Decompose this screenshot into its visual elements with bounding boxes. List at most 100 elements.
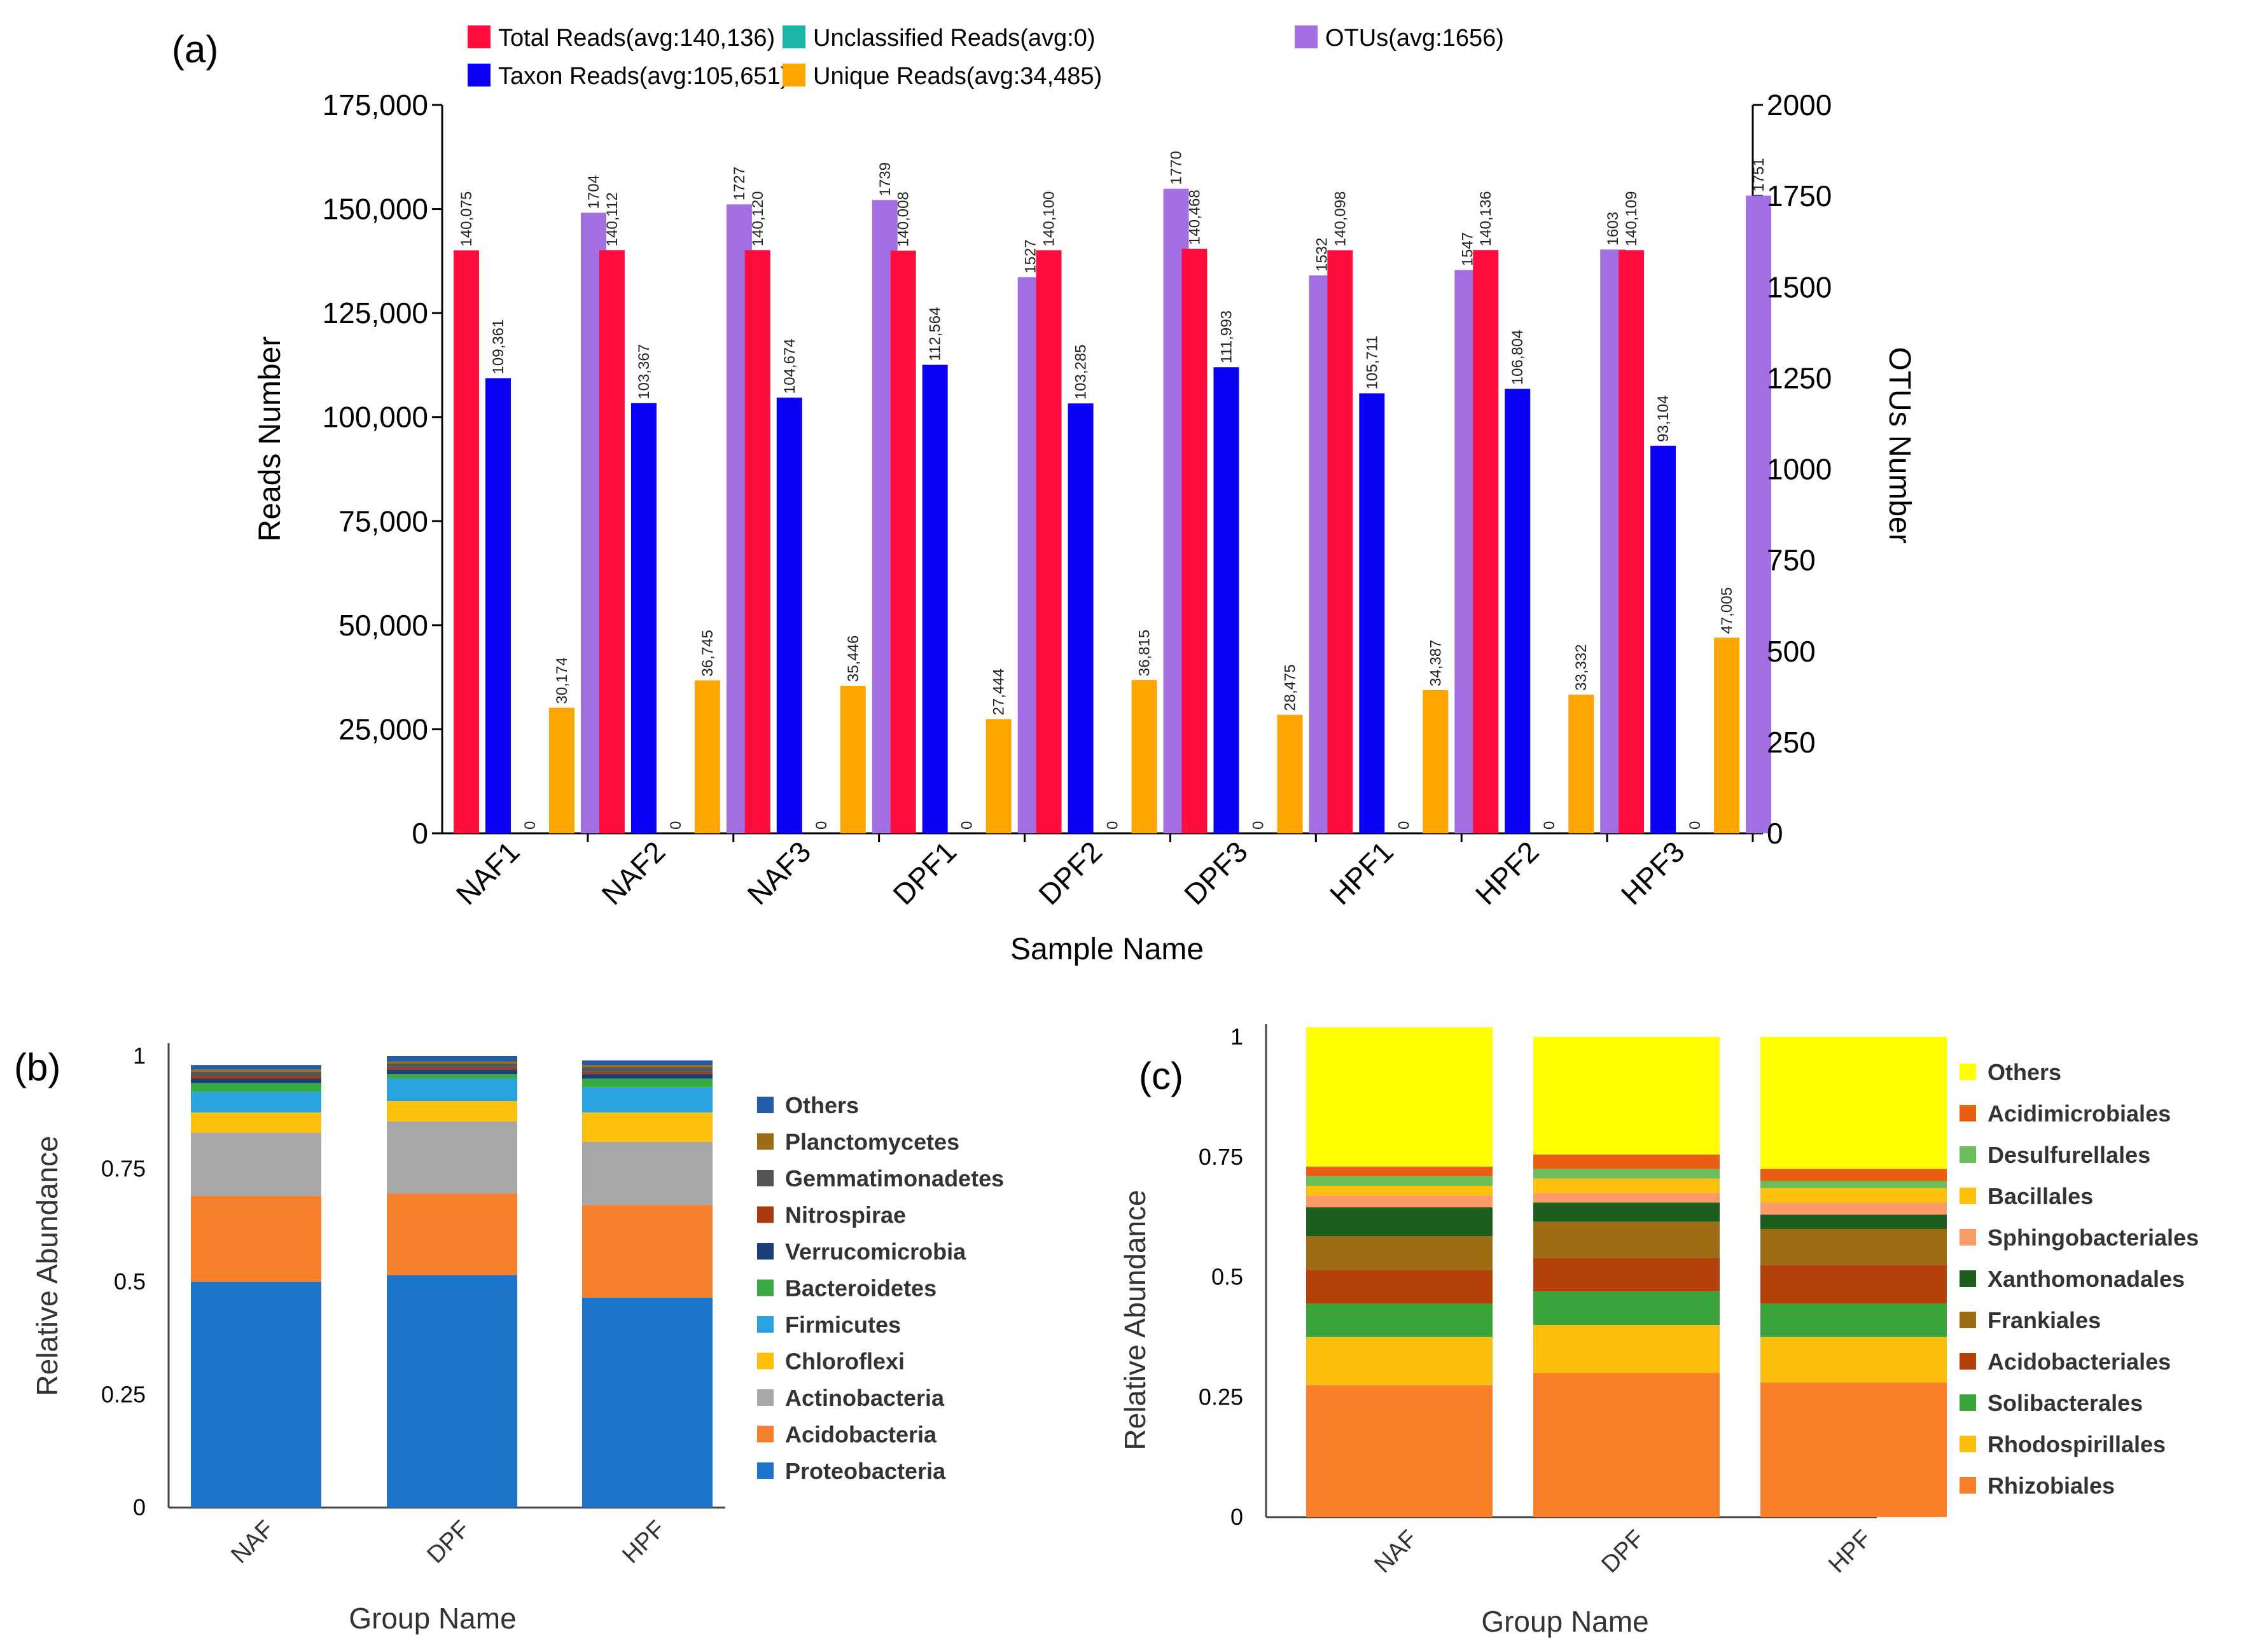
legend-swatch [1960, 1312, 1976, 1328]
stack-segment-nitrospirae [582, 1071, 713, 1074]
panel-c-chart: (c) 0 0.25 0.5 0.75 1 NAF DPF HPF Others Acidimi… [1118, 1024, 2199, 1638]
bar-value-label: 140,075 [458, 191, 475, 247]
legend-swatch [783, 25, 805, 48]
legend-label: Others [785, 1092, 859, 1118]
bar-taxon-reads [1359, 393, 1385, 833]
stack-segment-verrucomicrobia [191, 1078, 321, 1083]
legend-swatch [757, 1389, 774, 1406]
bar-value-label: 0 [1395, 821, 1412, 829]
bar-value-label: 1739 [877, 162, 894, 196]
bar-value-label: 1532 [1313, 238, 1330, 272]
bar-unique-reads [1277, 714, 1303, 833]
bar-value-label: 1527 [1022, 239, 1040, 273]
y-tick-label: 50,000 [338, 609, 428, 642]
panel-c-bars [1306, 1027, 1947, 1517]
legend-swatch [757, 1316, 774, 1333]
panel-c-y-axis-title: Relative Abundance [1118, 1190, 1152, 1450]
stack-segment-rhodospirillales [1306, 1336, 1493, 1385]
legend-swatch [757, 1243, 774, 1260]
legend-swatch [1960, 1353, 1976, 1370]
y2-tick-label: 500 [1767, 635, 1816, 668]
legend-label: Others [1988, 1059, 2061, 1085]
y2-tick-label: 1000 [1767, 453, 1832, 486]
y-tick-label: 0.5 [114, 1268, 146, 1295]
panel-b-legend: Others Planctomycetes Gemmatimonadetes Nitr… [757, 1092, 1004, 1484]
x-tick-label: HPF2 [1469, 835, 1545, 911]
bar-value-label: 140,112 [604, 192, 621, 246]
bar-total-reads [1473, 250, 1499, 833]
legend-label: Sphingobacteriales [1988, 1225, 2199, 1251]
stack-segment-rhodospirillales [1533, 1325, 1720, 1373]
y-tick-label: 0.75 [1199, 1144, 1243, 1170]
x-tick-label: DPF1 [886, 835, 963, 911]
y-tick-label: 75,000 [338, 504, 428, 538]
stack-segment-rhizobiales [1533, 1373, 1720, 1517]
stack-segment-bacteroidetes [582, 1078, 713, 1088]
legend-swatch [1960, 1394, 1976, 1411]
stack-segment-xanthomonadales [1306, 1207, 1493, 1237]
bar-value-label: 28,475 [1281, 664, 1299, 711]
stack-segment-proteobacteria [191, 1282, 321, 1508]
x-tick-label: DPF [1596, 1525, 1649, 1578]
legend-label: Bacillales [1988, 1183, 2093, 1209]
legend-swatch [1960, 1229, 1976, 1246]
stack-segment-frankiales [1306, 1236, 1493, 1270]
bar-taxon-reads [776, 398, 802, 833]
bar-value-label: 103,285 [1073, 344, 1090, 399]
bar-total-reads [890, 250, 916, 834]
bar-unique-reads [1423, 690, 1449, 833]
legend-label: Bacteroidetes [785, 1275, 937, 1301]
stack-segment-gemmatimonadetes [387, 1064, 517, 1067]
legend-label: Acidimicrobiales [1988, 1100, 2171, 1127]
bar-value-label: 106,804 [1509, 330, 1526, 385]
bar-value-label: 140,100 [1041, 191, 1058, 247]
legend-swatch [757, 1426, 774, 1443]
y-tick-label: 25,000 [338, 712, 428, 746]
y2-tick-label: 250 [1767, 726, 1816, 759]
bar-value-label: 104,674 [781, 338, 798, 394]
bar-value-label: 140,098 [1332, 191, 1349, 247]
y2-tick-label: 1500 [1767, 270, 1832, 303]
panel-b-label: (b) [14, 1046, 60, 1088]
stack-segment-bacillales [1760, 1188, 1947, 1203]
legend-swatch [757, 1170, 774, 1186]
bar-unique-reads [1131, 680, 1157, 833]
legend-swatch [468, 25, 491, 48]
stack-segment-acidimicrobiales [1533, 1154, 1720, 1169]
legend-swatch [757, 1097, 774, 1113]
bar-total-reads [1327, 250, 1353, 834]
y-tick-label: 0 [133, 1494, 146, 1520]
panel-b-chart: (b) 0 0.25 0.5 0.75 1 NAF DPF HPF Others Plancto… [14, 1043, 1004, 1635]
legend-swatch [757, 1133, 774, 1150]
panel-c-label: (c) [1139, 1055, 1183, 1097]
stack-segment-acidimicrobiales [1306, 1166, 1493, 1176]
bar-value-label: 1770 [1168, 151, 1185, 184]
stack-segment-sphingobacteriales [1533, 1193, 1720, 1203]
bar-taxon-reads [1650, 445, 1676, 833]
y-tick-label: 1 [133, 1043, 146, 1069]
bar-value-label: 35,446 [845, 635, 862, 682]
legend-label: OTUs(avg:1656) [1325, 25, 1504, 52]
y-tick-label: 0.75 [101, 1156, 146, 1182]
bar-total-reads [599, 250, 625, 833]
bar-value-label: 1603 [1605, 212, 1622, 246]
bar-taxon-reads [1505, 389, 1531, 833]
legend-swatch [1960, 1436, 1976, 1452]
legend-swatch [1960, 1064, 1976, 1080]
bar-value-label: 47,005 [1718, 587, 1736, 634]
y-tick-label: 0.25 [1199, 1384, 1243, 1410]
stack-segment-others [1533, 1037, 1720, 1155]
stack-segment-actinobacteria [582, 1141, 713, 1205]
panel-c-legend: Others Acidimicrobiales Desulfurellales Bac… [1960, 1059, 2199, 1499]
stack-segment-proteobacteria [582, 1297, 713, 1508]
bar-value-label: 109,361 [490, 319, 507, 375]
legend-label: Taxon Reads(avg:105,651) [498, 63, 788, 90]
bar-value-label: 1547 [1459, 232, 1476, 266]
bar-value-label: 36,815 [1136, 630, 1153, 676]
legend-swatch [1960, 1270, 1976, 1287]
stack-segment-chloroflexi [387, 1101, 517, 1121]
legend-label: Actinobacteria [785, 1385, 945, 1411]
legend-label: Acidobacteria [785, 1422, 937, 1448]
